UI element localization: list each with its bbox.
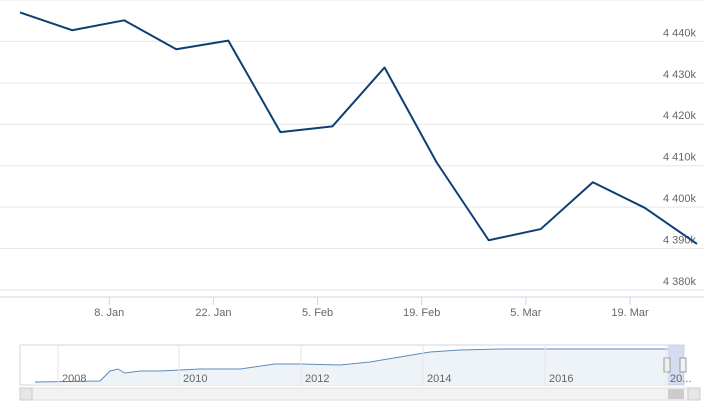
x-tick-label: 22. Jan bbox=[195, 307, 231, 319]
navigator-label: 2014 bbox=[427, 373, 451, 385]
navigator-label: 2016 bbox=[549, 373, 573, 385]
x-tick-label: 8. Jan bbox=[94, 307, 124, 319]
x-tick-label: 5. Mar bbox=[510, 307, 542, 319]
navigator-line bbox=[34, 348, 668, 383]
navigator-label: 2012 bbox=[305, 373, 329, 385]
navigator bbox=[19, 344, 701, 401]
x-tick-label: 19. Feb bbox=[403, 307, 440, 319]
navigator-label: 2010 bbox=[183, 373, 207, 385]
y-tick-label: 4 440k bbox=[663, 27, 697, 39]
y-tick-label: 4 420k bbox=[663, 110, 697, 122]
scrollbar[interactable] bbox=[19, 387, 701, 401]
scroll-right[interactable] bbox=[687, 387, 701, 401]
x-tick-label: 5. Feb bbox=[302, 307, 333, 319]
navigator-handle[interactable] bbox=[663, 357, 671, 373]
x-tick-label: 19. Mar bbox=[611, 307, 649, 319]
scroll-left[interactable] bbox=[19, 387, 33, 401]
data-line bbox=[19, 11, 698, 245]
y-tick-label: 4 430k bbox=[663, 69, 697, 81]
navigator-area bbox=[35, 349, 668, 385]
navigator-label: 20... bbox=[670, 373, 691, 385]
y-tick-label: 4 400k bbox=[663, 193, 697, 205]
scroll-thumb[interactable] bbox=[668, 389, 684, 399]
y-tick-label: 4 380k bbox=[663, 276, 697, 288]
navigator-label: 2008 bbox=[62, 373, 86, 385]
navigator-handle[interactable] bbox=[679, 357, 687, 373]
y-tick-label: 4 410k bbox=[663, 152, 697, 164]
navigator-selection[interactable] bbox=[668, 345, 684, 385]
